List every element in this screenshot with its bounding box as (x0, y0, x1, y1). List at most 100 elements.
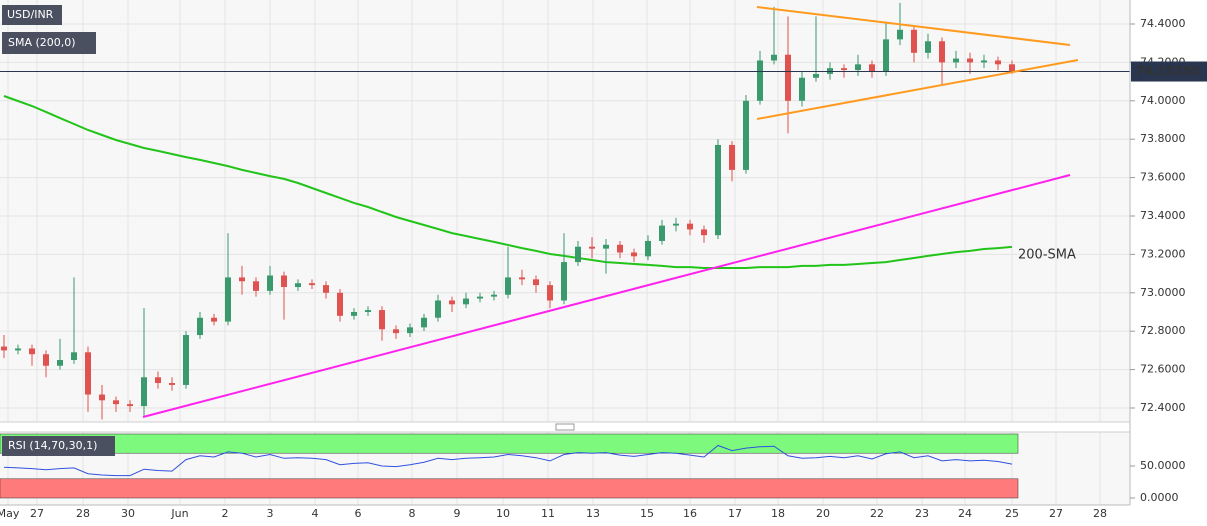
candle-body (715, 144, 721, 236)
candle-body (967, 58, 973, 63)
symbol-box (2, 5, 62, 25)
candle-body (71, 352, 77, 360)
candle-body (393, 329, 399, 334)
overbought-band (0, 433, 1019, 454)
candle-body (155, 377, 161, 384)
resize-handle[interactable] (555, 423, 575, 431)
candle-body (701, 229, 707, 236)
candle-body (617, 244, 623, 253)
x-tick-label: 10 (496, 507, 510, 520)
candle-body (407, 327, 413, 334)
rsi-label: RSI (14,70,30,1) (8, 439, 97, 452)
triangle-lower-line (756, 59, 1079, 120)
axes: 72.4000 72.6000 72.8000 73.0000 73.2000 73.40… (0, 17, 1207, 520)
candle-body (505, 277, 511, 295)
candle-body (337, 292, 343, 316)
candle-body (547, 285, 553, 301)
candle-body (645, 240, 651, 257)
candle-body (127, 404, 133, 407)
candle-body (659, 225, 665, 241)
candle-body (239, 277, 245, 282)
vertical-grid (0, 0, 1130, 505)
candle-body (463, 298, 469, 305)
candle-body (743, 100, 749, 170)
candle-body (43, 354, 49, 366)
y-tick-label: 72.6000 (1140, 363, 1186, 376)
candle-body (267, 275, 273, 291)
x-tick-label: 15 (640, 507, 654, 520)
last-price-label: 74.15250 (1136, 64, 1199, 78)
rsi-tick-label: 0.0000 (1140, 491, 1179, 504)
x-tick-label: 22 (870, 507, 884, 520)
symbol-label: USD/INR (7, 8, 54, 21)
price-panel (0, 0, 1130, 422)
candle-body (183, 335, 189, 385)
candle-body (365, 310, 371, 312)
candle-body (323, 285, 329, 293)
candle-body (869, 64, 875, 72)
x-tick-label: 8 (409, 507, 416, 520)
candle-body (785, 54, 791, 101)
y-tick-label: 73.2000 (1140, 247, 1186, 260)
candle-body (519, 277, 525, 280)
candle-body (85, 352, 91, 395)
candle-body (1009, 64, 1015, 72)
y-tick-label: 73.4000 (1140, 209, 1186, 222)
candle-body (281, 275, 287, 288)
x-tick-label: 25 (1005, 507, 1019, 520)
candle-body (771, 54, 777, 61)
plot (0, 2, 1130, 477)
candle-body (113, 400, 119, 405)
candle-body (57, 359, 63, 366)
candle-body (477, 296, 483, 299)
candle-body (841, 68, 847, 71)
candle-body (981, 60, 987, 63)
candle-body (435, 300, 441, 318)
candle-body (561, 262, 567, 301)
candle-body (211, 317, 217, 322)
x-tick-label: 18 (771, 507, 785, 520)
candle-body (729, 144, 735, 170)
x-tick-label: May (0, 507, 20, 520)
x-tick-label: 13 (586, 507, 600, 520)
candle-body (295, 283, 301, 288)
x-tick-label: 6 (355, 507, 362, 520)
candle-body (911, 29, 917, 53)
x-tick-label: 4 (312, 507, 319, 520)
rsi-box (2, 436, 115, 456)
candle-body (141, 377, 147, 407)
rsi-bands (0, 433, 1019, 499)
y-tick-label: 73.0000 (1140, 286, 1186, 299)
candle-body (687, 223, 693, 230)
candle-body (855, 64, 861, 71)
candle-body (225, 277, 231, 322)
candle-body (309, 283, 315, 286)
x-tick-label: 28 (76, 507, 90, 520)
y-tick-label: 72.8000 (1140, 324, 1186, 337)
candle-body (995, 60, 1001, 65)
candle-body (169, 383, 175, 385)
candle-body (253, 281, 259, 291)
x-tick-label: 11 (541, 507, 555, 520)
candle-body (897, 29, 903, 40)
last-price-box (1131, 61, 1207, 82)
candle-body (757, 60, 763, 101)
x-tick-label: 23 (915, 507, 929, 520)
rsi-line (3, 444, 1013, 477)
candle-body (491, 294, 497, 297)
x-tick-label: 17 (728, 507, 742, 520)
candle-body (1, 346, 7, 351)
x-tick-label: 16 (683, 507, 697, 520)
y-tick-label: 73.8000 (1140, 132, 1186, 145)
x-tick-label: Jun (170, 507, 188, 520)
sma-annotation: 200-SMA (1018, 248, 1076, 263)
oversold-band (0, 478, 1019, 499)
candle-body (925, 41, 931, 53)
x-tick-label: 24 (958, 507, 972, 520)
candle-body (575, 246, 581, 263)
sma-label: SMA (200,0) (8, 36, 76, 49)
candle-body (533, 279, 539, 286)
x-tick-label: 9 (454, 507, 461, 520)
candle-body (603, 244, 609, 249)
